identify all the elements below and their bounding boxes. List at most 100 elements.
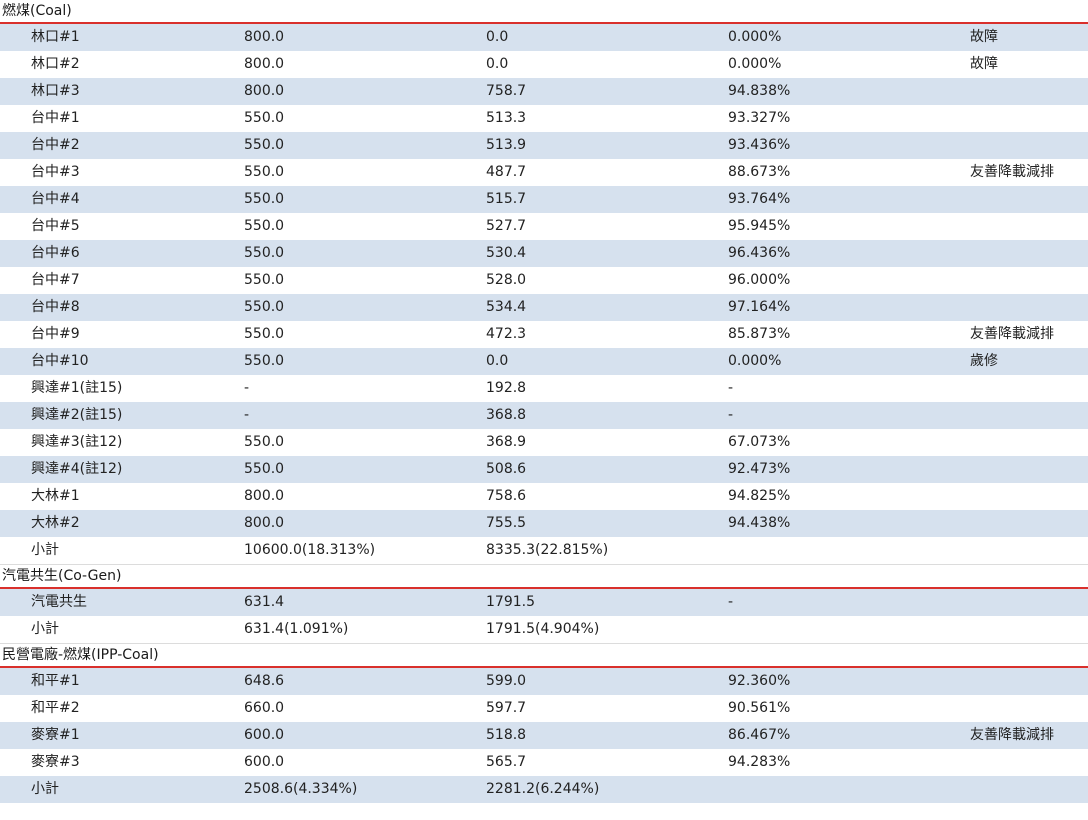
table-row: 台中#6 550.0 530.4 96.436%: [0, 240, 1088, 267]
net-generation-cell: 0.0: [486, 353, 509, 369]
net-generation-cell: 597.7: [486, 700, 527, 716]
net-generation-cell: 530.4: [486, 245, 527, 261]
capacity-ratio-cell: 67.073%: [728, 434, 791, 450]
capacity-ratio-cell: 88.673%: [728, 164, 791, 180]
installed-capacity-cell: 550.0: [244, 191, 285, 207]
unit-name-cell: 台中#1: [31, 110, 80, 126]
installed-capacity-cell: 550.0: [244, 245, 285, 261]
unit-name-cell: 汽電共生: [31, 594, 87, 610]
installed-capacity-cell: 600.0: [244, 754, 285, 770]
net-generation-cell: 368.9: [486, 434, 527, 450]
net-generation-cell: 0.0: [486, 29, 509, 45]
unit-name-cell: 林口#2: [31, 56, 80, 72]
unit-name-cell: 台中#5: [31, 218, 80, 234]
unit-name-cell: 小計: [31, 621, 59, 637]
unit-name-cell: 台中#3: [31, 164, 80, 180]
remark-cell: 故障: [970, 56, 998, 72]
installed-capacity-cell: 648.6: [244, 673, 285, 689]
unit-name-cell: 台中#10: [31, 353, 89, 369]
net-generation-cell: 368.8: [486, 407, 527, 423]
installed-capacity-cell: 631.4: [244, 594, 285, 610]
capacity-ratio-cell: 93.436%: [728, 137, 791, 153]
installed-capacity-cell: 800.0: [244, 488, 285, 504]
unit-name-cell: 大林#2: [31, 515, 80, 531]
unit-name-cell: 小計: [31, 542, 59, 558]
capacity-ratio-cell: 0.000%: [728, 56, 782, 72]
subtotal-row: 小計 10600.0(18.313%) 8335.3(22.815%): [0, 537, 1088, 564]
net-generation-cell: 565.7: [486, 754, 527, 770]
remark-cell: 友善降載減排: [970, 164, 1054, 180]
installed-capacity-cell: 800.0: [244, 29, 285, 45]
remark-cell: 故障: [970, 29, 998, 45]
capacity-ratio-cell: 94.838%: [728, 83, 791, 99]
unit-name-cell: 大林#1: [31, 488, 80, 504]
subtotal-row: 小計 2508.6(4.334%) 2281.2(6.244%): [0, 776, 1088, 803]
installed-capacity-cell: 550.0: [244, 137, 285, 153]
net-generation-cell: 599.0: [486, 673, 527, 689]
table-row: 台中#1 550.0 513.3 93.327%: [0, 105, 1088, 132]
net-generation-cell: 527.7: [486, 218, 527, 234]
installed-capacity-cell: 631.4(1.091%): [244, 621, 349, 637]
table-row: 和平#2 660.0 597.7 90.561%: [0, 695, 1088, 722]
capacity-ratio-cell: -: [728, 380, 734, 396]
net-generation-cell: 1791.5: [486, 594, 535, 610]
unit-name-cell: 小計: [31, 781, 59, 797]
capacity-ratio-cell: 95.945%: [728, 218, 791, 234]
capacity-ratio-cell: 96.436%: [728, 245, 791, 261]
net-generation-cell: 0.0: [486, 56, 509, 72]
installed-capacity-cell: 550.0: [244, 434, 285, 450]
capacity-ratio-cell: 94.438%: [728, 515, 791, 531]
group-header: 汽電共生(Co-Gen): [0, 565, 1088, 589]
installed-capacity-cell: 550.0: [244, 326, 285, 342]
table-row: 麥寮#1 600.0 518.8 86.467% 友善降載減排: [0, 722, 1088, 749]
remark-cell: 友善降載減排: [970, 727, 1054, 743]
unit-name-cell: 興達#4(註12): [31, 461, 123, 477]
installed-capacity-cell: 550.0: [244, 164, 285, 180]
group-header: 民營電廠-燃煤(IPP-Coal): [0, 644, 1088, 668]
net-generation-cell: 8335.3(22.815%): [486, 542, 609, 558]
capacity-ratio-cell: 97.164%: [728, 299, 791, 315]
table-row: 林口#3 800.0 758.7 94.838%: [0, 78, 1088, 105]
net-generation-cell: 758.7: [486, 83, 527, 99]
remark-cell: 歲修: [970, 353, 998, 369]
installed-capacity-cell: 550.0: [244, 299, 285, 315]
net-generation-cell: 472.3: [486, 326, 527, 342]
installed-capacity-cell: 660.0: [244, 700, 285, 716]
installed-capacity-cell: 800.0: [244, 83, 285, 99]
installed-capacity-cell: -: [244, 380, 250, 396]
unit-name-cell: 台中#7: [31, 272, 80, 288]
capacity-ratio-cell: 90.561%: [728, 700, 791, 716]
table-row: 台中#9 550.0 472.3 85.873% 友善降載減排: [0, 321, 1088, 348]
net-generation-cell: 758.6: [486, 488, 527, 504]
installed-capacity-cell: 800.0: [244, 56, 285, 72]
installed-capacity-cell: 600.0: [244, 727, 285, 743]
capacity-ratio-cell: 92.473%: [728, 461, 791, 477]
unit-name-cell: 和平#1: [31, 673, 80, 689]
installed-capacity-cell: 800.0: [244, 515, 285, 531]
capacity-ratio-cell: 93.764%: [728, 191, 791, 207]
net-generation-cell: 534.4: [486, 299, 527, 315]
unit-name-cell: 興達#3(註12): [31, 434, 123, 450]
table-row: 大林#2 800.0 755.5 94.438%: [0, 510, 1088, 537]
table-row: 台中#3 550.0 487.7 88.673% 友善降載減排: [0, 159, 1088, 186]
table-row: 興達#3(註12) 550.0 368.9 67.073%: [0, 429, 1088, 456]
installed-capacity-cell: 550.0: [244, 353, 285, 369]
unit-name-cell: 麥寮#3: [31, 754, 80, 770]
remark-cell: 友善降載減排: [970, 326, 1054, 342]
capacity-ratio-cell: 96.000%: [728, 272, 791, 288]
table-row: 台中#4 550.0 515.7 93.764%: [0, 186, 1088, 213]
table-row: 和平#1 648.6 599.0 92.360%: [0, 668, 1088, 695]
net-generation-cell: 2281.2(6.244%): [486, 781, 600, 797]
net-generation-cell: 528.0: [486, 272, 527, 288]
capacity-ratio-cell: -: [728, 407, 734, 423]
capacity-ratio-cell: 94.283%: [728, 754, 791, 770]
unit-name-cell: 台中#2: [31, 137, 80, 153]
installed-capacity-cell: 550.0: [244, 272, 285, 288]
net-generation-cell: 518.8: [486, 727, 527, 743]
table-row: 林口#1 800.0 0.0 0.000% 故障: [0, 24, 1088, 51]
unit-name-cell: 台中#4: [31, 191, 80, 207]
net-generation-cell: 487.7: [486, 164, 527, 180]
net-generation-cell: 755.5: [486, 515, 527, 531]
table-row: 台中#10 550.0 0.0 0.000% 歲修: [0, 348, 1088, 375]
unit-name-cell: 台中#8: [31, 299, 80, 315]
